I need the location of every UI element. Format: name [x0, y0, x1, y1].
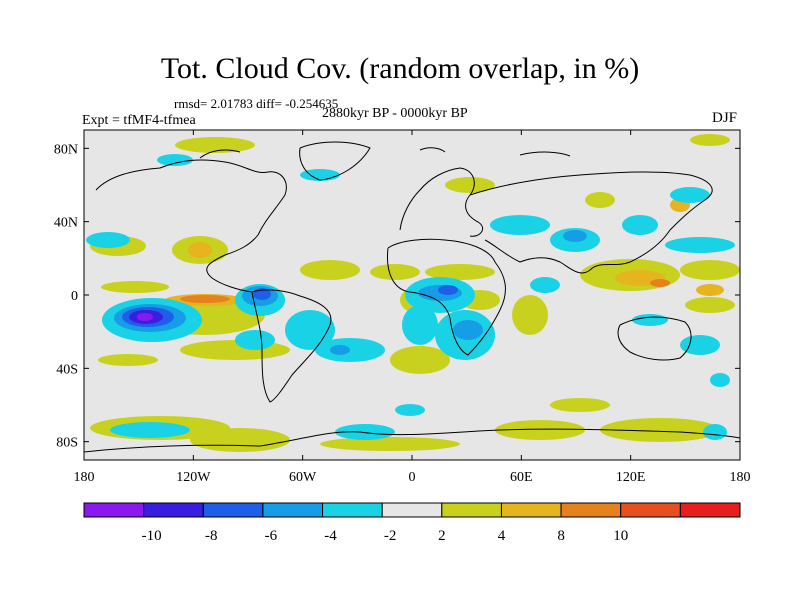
x-tick-label: 180 — [730, 470, 751, 485]
colorbar-swatch — [441, 502, 502, 518]
y-tick-label: 0 — [71, 289, 78, 304]
experiment-label: Expt = tfMF4-tfmea — [82, 113, 196, 128]
colorbar-swatch — [620, 502, 681, 518]
south-america-coast — [251, 289, 332, 403]
colorbar-label: -8 — [205, 528, 218, 544]
positive-8-10-regions — [180, 279, 670, 303]
colorbar — [83, 502, 741, 518]
colorbar-label: 2 — [438, 528, 446, 544]
europe-coast — [399, 167, 483, 237]
x-tick-marks — [83, 130, 741, 460]
colorbar-label: 8 — [557, 528, 565, 544]
x-tick-label: 120W — [176, 470, 211, 485]
colorbar-swatch — [322, 502, 383, 518]
colorbar-label: -6 — [265, 528, 278, 544]
x-tick-label: 0 — [409, 470, 416, 485]
y-tick-label: 80S — [56, 436, 78, 451]
colorbar-swatch — [560, 502, 622, 518]
colorbar-swatch — [381, 502, 443, 518]
colorbar-label: 4 — [498, 528, 506, 544]
north-america-coast — [95, 159, 287, 293]
colorbar-swatch — [500, 502, 562, 518]
x-tick-label: 180 — [74, 470, 95, 485]
colorbar-label: -10 — [142, 528, 162, 544]
colorbar-swatch — [83, 502, 145, 518]
africa-coast — [386, 238, 506, 356]
colorbar-label: -4 — [324, 528, 337, 544]
greenland-coast — [299, 141, 371, 181]
negative-below-10-regions — [137, 313, 153, 321]
period-label: 2880kyr BP - 0000kyr BP — [322, 106, 468, 121]
negative-2-4-regions — [86, 154, 735, 440]
stats-line: rmsd= 2.01783 diff= -0.254635 — [174, 96, 339, 111]
figure-title: Tot. Cloud Cov. (random overlap, in %) — [160, 52, 640, 85]
y-tick-label: 40S — [56, 362, 78, 377]
y-tick-label: 40N — [54, 216, 78, 231]
colorbar-label: 10 — [613, 528, 628, 544]
colorbar-swatch — [143, 502, 204, 518]
asia-coast — [469, 171, 713, 274]
coastlines — [84, 141, 740, 453]
colorbar-swatch — [202, 502, 264, 518]
arctic-islands — [199, 147, 571, 159]
y-tick-label: 80N — [54, 142, 78, 157]
x-tick-label: 60W — [289, 470, 317, 485]
y-tick-marks — [84, 147, 740, 443]
x-tick-label: 60E — [510, 470, 533, 485]
colorbar-label: -2 — [384, 528, 397, 544]
colorbar-labels: -10 -8 -6 -4 -2 2 4 8 10 — [142, 528, 629, 544]
x-tick-label: 120E — [616, 470, 646, 485]
antarctica-coast — [84, 428, 740, 453]
colorbar-swatch — [679, 502, 741, 518]
anomaly-field — [84, 134, 740, 453]
x-tick-labels: 180 120W 60W 0 60E 120E 180 — [74, 470, 751, 485]
australia-coast — [617, 316, 692, 361]
season-label: DJF — [712, 110, 738, 126]
colorbar-swatch — [262, 502, 324, 518]
y-tick-labels: 80N 40N 0 40S 80S — [54, 142, 78, 450]
